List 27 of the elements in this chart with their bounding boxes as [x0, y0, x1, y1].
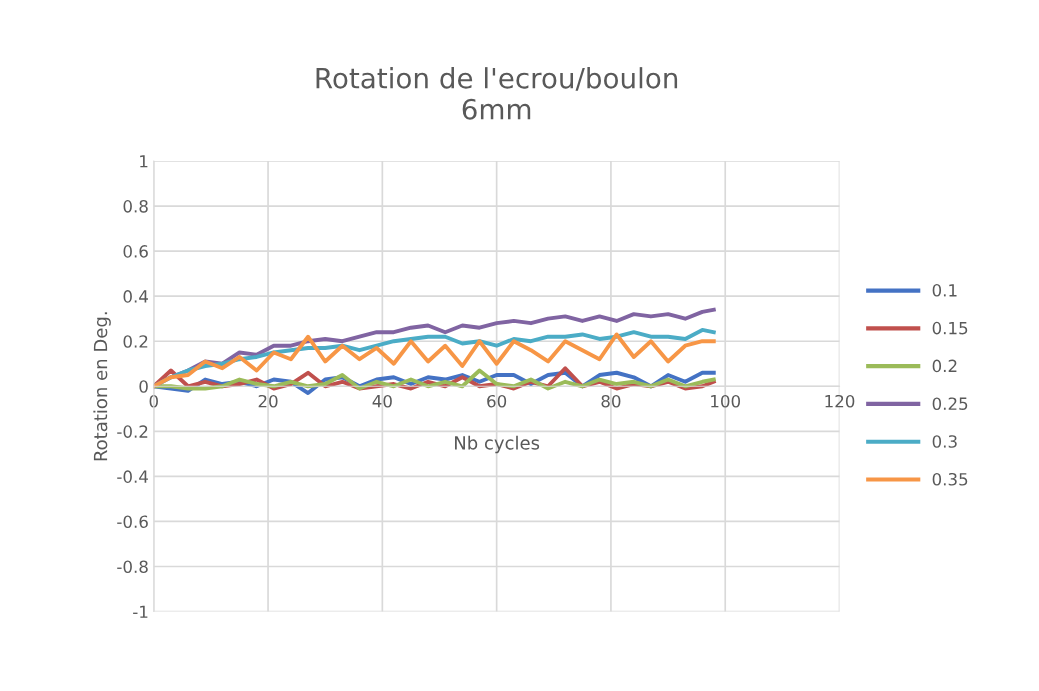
legend-label: 0.15 [932, 321, 968, 335]
y-tick-label: -0.4 [117, 470, 148, 483]
x-tick-label: 100 [711, 394, 741, 408]
x-tick-label: 80 [601, 394, 621, 408]
x-axis-title: Nb cycles [455, 435, 540, 454]
y-tick-label: 1 [140, 155, 148, 168]
chart-title: Rotation de l'ecrou/boulon 6mm [316, 67, 678, 120]
x-tick-label: 40 [372, 394, 392, 408]
y-tick-label: 0.2 [123, 335, 148, 348]
legend-label: 0.35 [932, 472, 968, 486]
y-tick-label: -1 [133, 605, 148, 618]
y-tick-label: -0.2 [117, 425, 148, 438]
x-tick-label: 120 [825, 394, 855, 408]
legend-label: 0.2 [932, 359, 957, 373]
x-tick-label: 20 [258, 394, 278, 408]
y-tick-label: 0.6 [123, 245, 148, 258]
x-tick-label: 60 [487, 394, 507, 408]
y-tick-label: 0.8 [123, 200, 148, 213]
legend-label: 0.1 [932, 284, 957, 297]
legend-label: 0.25 [932, 397, 968, 410]
y-tick-label: -0.6 [117, 515, 148, 528]
y-tick-label: 0.4 [123, 290, 148, 303]
x-tick-label: 0 [149, 394, 158, 408]
y-tick-label: -0.8 [117, 560, 148, 574]
y-axis-title: Rotation en Deg. [93, 312, 111, 461]
y-tick-label: 0 [139, 380, 148, 393]
legend-label: 0.3 [932, 435, 957, 448]
